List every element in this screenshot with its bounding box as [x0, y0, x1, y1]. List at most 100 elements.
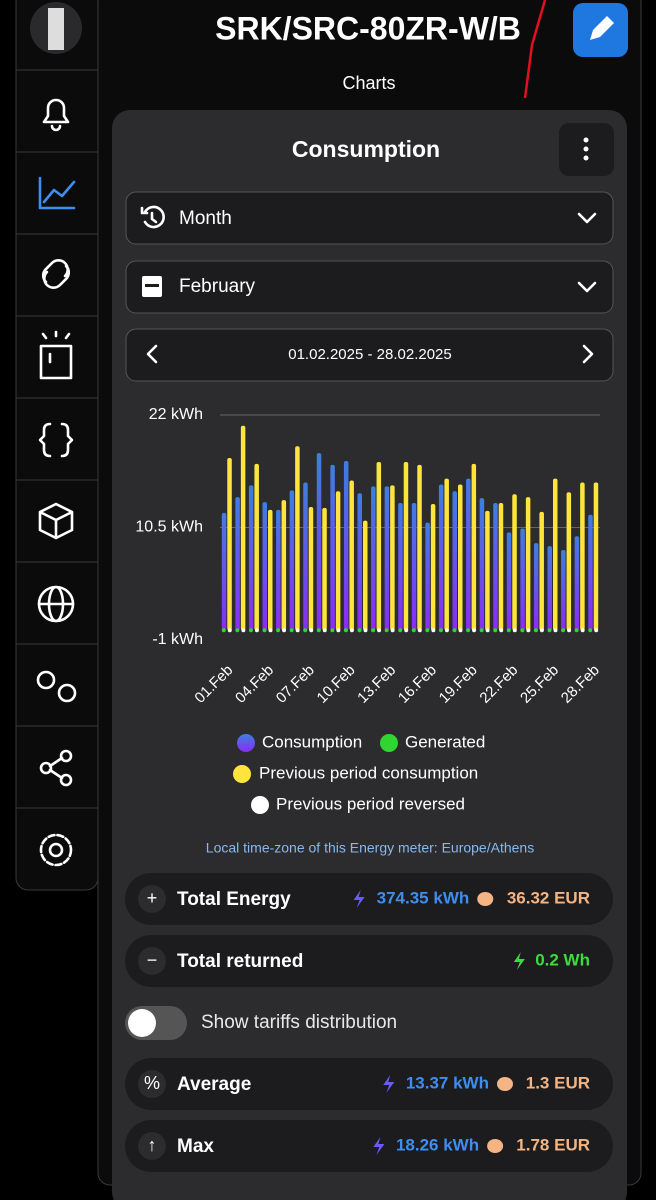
bar [553, 478, 558, 631]
bar [525, 497, 531, 631]
point [452, 628, 457, 633]
month-select[interactable] [125, 260, 614, 314]
icon-device[interactable] [39, 330, 73, 380]
point [371, 628, 376, 633]
device-title: SRK/SRC-80ZR-W/B [215, 10, 521, 46]
bar [452, 491, 457, 631]
y-tick-label: -1 kWh [152, 631, 203, 648]
row-icon: % [144, 1073, 160, 1093]
point [390, 628, 395, 633]
bar [330, 464, 335, 631]
row-icon-bg [138, 947, 166, 975]
point [512, 628, 517, 633]
icon-bolt [353, 890, 365, 908]
legend-label: Previous period consumption [259, 763, 478, 782]
row-cost: 1.78 EUR [516, 1135, 590, 1154]
row-label: Total Energy [177, 889, 291, 910]
point [499, 628, 504, 633]
bar [357, 493, 362, 631]
bar [533, 543, 539, 631]
point [404, 628, 409, 633]
point [539, 628, 544, 633]
point [268, 628, 273, 633]
prev-button[interactable] [146, 344, 158, 364]
point [241, 628, 246, 633]
row-icon: − [147, 950, 158, 970]
icon-globe[interactable] [37, 585, 75, 623]
point [526, 628, 531, 633]
bar [322, 507, 327, 631]
bar [458, 484, 463, 631]
point [221, 628, 226, 633]
point [417, 628, 422, 633]
legend-label: Generated [405, 732, 485, 751]
point [561, 628, 566, 633]
legend-label: Consumption [262, 732, 362, 751]
bar [390, 485, 395, 631]
point [567, 628, 572, 633]
point [363, 628, 368, 633]
icon-code[interactable] [38, 422, 74, 458]
summary-row[interactable] [125, 873, 613, 925]
row-icon-bg [138, 1132, 166, 1160]
row-energy: 13.37 kWh [406, 1073, 489, 1092]
toggle-label: Show tariffs distribution [201, 1012, 397, 1033]
row-label: Total returned [177, 951, 303, 972]
bar [371, 486, 376, 631]
point [533, 628, 538, 633]
bar [248, 485, 254, 631]
bar [430, 504, 436, 631]
point [276, 628, 281, 633]
bar [227, 458, 232, 631]
point [295, 628, 300, 633]
bar [384, 486, 390, 631]
point [553, 628, 558, 633]
legend-swatch [380, 734, 398, 752]
period-select[interactable] [125, 191, 614, 245]
icon-chevron [577, 281, 597, 293]
point [574, 628, 579, 633]
point [289, 628, 294, 633]
point [472, 628, 477, 633]
row-energy: 374.35 kWh [377, 888, 470, 907]
bar [493, 503, 498, 631]
bar [512, 494, 517, 631]
bar [349, 480, 354, 631]
point [303, 628, 308, 633]
icon-link[interactable] [41, 259, 71, 289]
bar [411, 503, 417, 631]
bar [593, 482, 599, 631]
point [493, 628, 498, 633]
bar [566, 492, 572, 631]
icon-charts[interactable] [38, 176, 76, 210]
row-label: Max [177, 1136, 214, 1157]
point [384, 628, 389, 633]
point [431, 628, 436, 633]
icon-share[interactable] [39, 749, 73, 787]
icon-bell[interactable] [42, 98, 70, 132]
icon-coins [477, 892, 494, 906]
bar [403, 461, 409, 631]
icon-history [140, 205, 165, 229]
icon-bolt [513, 952, 525, 970]
legend-swatch [237, 734, 255, 752]
point [547, 628, 552, 633]
bar [316, 453, 322, 631]
icon-settings-pair[interactable] [36, 670, 77, 703]
point [485, 628, 490, 633]
summary-row[interactable] [125, 1058, 613, 1110]
row-label: Average [177, 1074, 251, 1095]
next-button[interactable] [582, 344, 594, 364]
summary: + Total Energy 36.32 EUR 374.35 kWh − Total r… [125, 873, 613, 1172]
point [520, 628, 525, 633]
period-value: Month [179, 208, 232, 229]
bar [398, 503, 403, 631]
bar [308, 506, 314, 631]
point [444, 628, 449, 633]
icon-settings[interactable] [39, 833, 73, 867]
summary-row[interactable] [125, 935, 613, 987]
icon-box[interactable] [38, 502, 74, 540]
summary-row[interactable] [125, 1120, 613, 1172]
bar [262, 502, 267, 631]
point [411, 628, 416, 633]
